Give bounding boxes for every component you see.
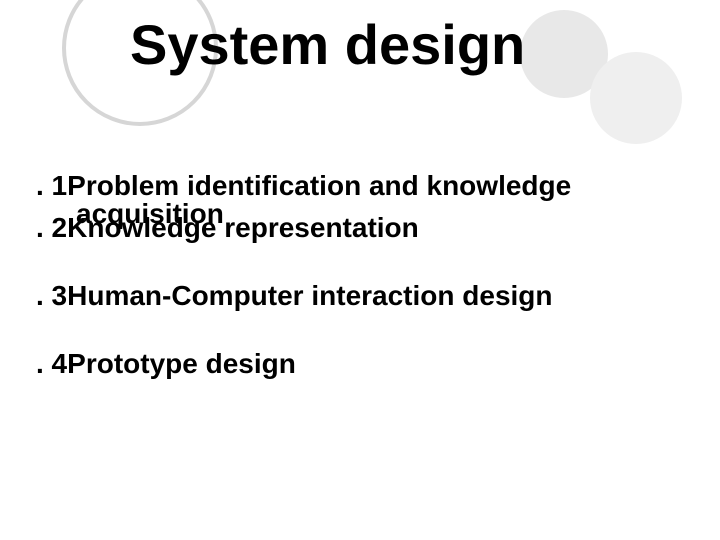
- list-text: Human-Computer interaction design: [67, 280, 552, 311]
- list-item-3: . 3Human-Computer interaction design: [36, 282, 553, 310]
- bg-circle-small-2: [590, 52, 682, 144]
- list-num: . 1: [36, 170, 67, 201]
- slide-title: System design: [130, 12, 525, 77]
- list-item-1: . 1Problem identification and knowledge: [36, 172, 571, 200]
- list-text: Problem identification and knowledge: [67, 170, 571, 201]
- list-item-2: . 2Knowledge representation: [36, 214, 419, 242]
- list-num: . 3: [36, 280, 67, 311]
- list-num: . 2: [36, 212, 67, 243]
- list-text: Knowledge representation: [67, 212, 419, 243]
- list-num: . 4: [36, 348, 67, 379]
- list-item-4: . 4Prototype design: [36, 350, 296, 378]
- list-text: Prototype design: [67, 348, 296, 379]
